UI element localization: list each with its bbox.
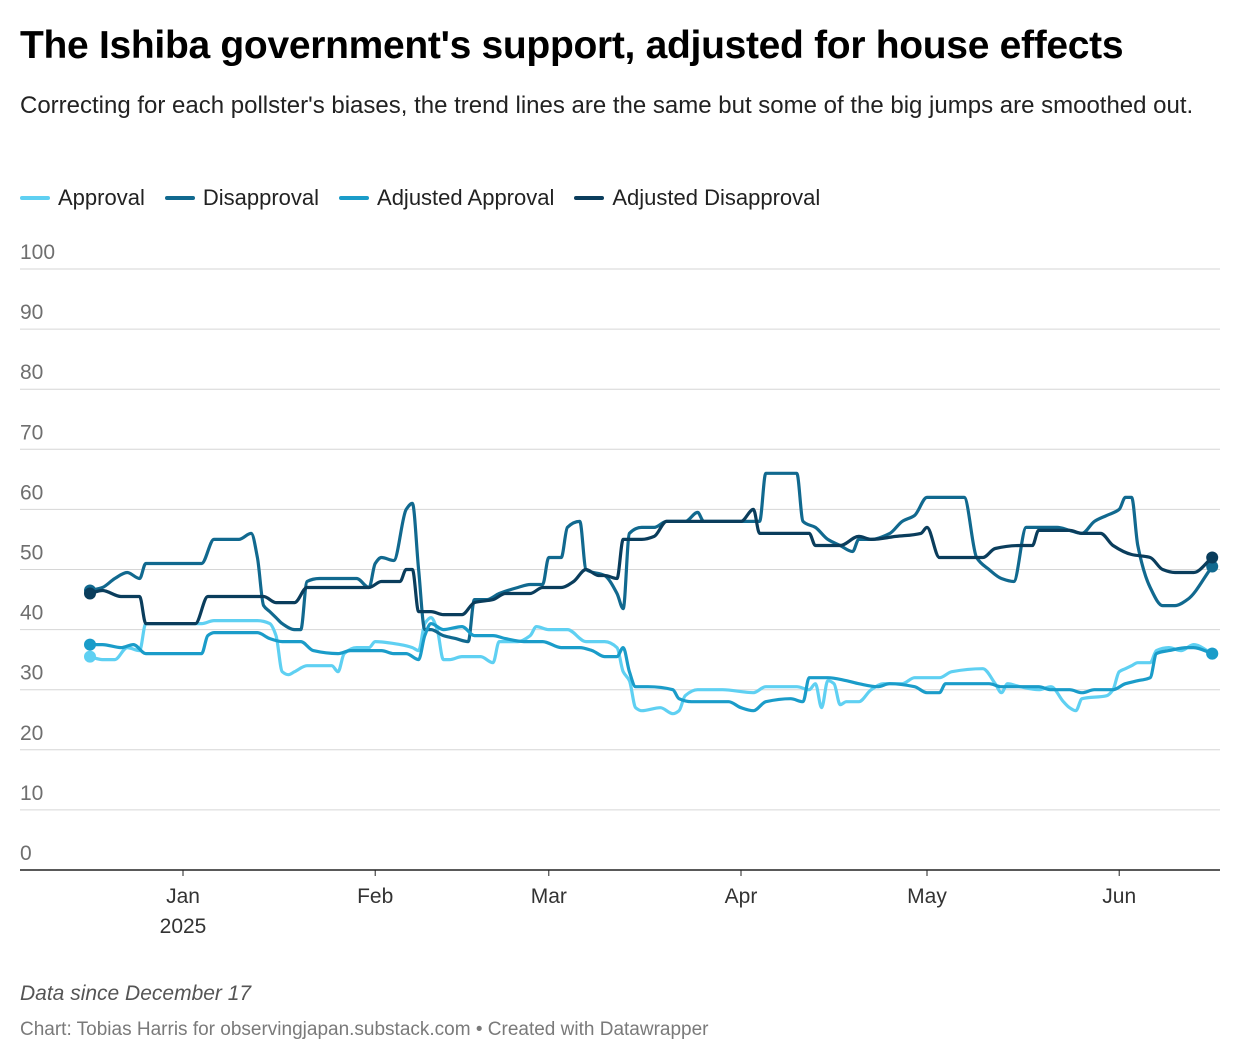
legend-item-disapproval: Disapproval	[164, 185, 320, 211]
chart-credit: Chart: Tobias Harris for observingjapan.…	[20, 1019, 709, 1040]
x-tick-label: Jun	[1102, 885, 1136, 908]
legend-label-disapproval: Disapproval	[202, 185, 320, 210]
y-tick-label: 30	[20, 662, 43, 685]
x-tick-label: Apr	[725, 885, 758, 908]
chart-title: The Ishiba government's support, adjuste…	[20, 24, 1124, 67]
legend-label-approval: Approval	[58, 185, 145, 210]
y-tick-label: 20	[20, 722, 43, 745]
series-line-approval	[88, 616, 1214, 716]
y-tick-label: 60	[20, 481, 43, 504]
legend-item-approval: Approval	[20, 185, 145, 211]
x-axis: Jan 2025 Feb Mar Apr May Jun	[20, 869, 1220, 938]
series-start-marker-adjusted-approval	[84, 638, 96, 651]
x-tick-label: Feb	[357, 885, 393, 908]
series-line-adjusted-approval	[88, 622, 1214, 713]
y-tick-label: 40	[20, 602, 43, 625]
y-tick-label: 80	[20, 361, 43, 384]
y-tick-label: 70	[20, 421, 43, 444]
series-end-marker-disapproval	[1206, 560, 1219, 573]
series-end-marker-adjusted-approval	[1206, 647, 1219, 660]
y-tick-label: 90	[20, 301, 43, 324]
legend-item-adjusted-approval: Adjusted Approval	[339, 185, 554, 211]
series-end-marker-adjusted-disapproval	[1206, 551, 1219, 564]
series-line-disapproval	[88, 471, 1214, 644]
x-tick-sublabel: 2025	[160, 915, 207, 938]
x-tick-label: Jan	[166, 885, 200, 908]
series-start-marker-adjusted-disapproval	[84, 587, 96, 600]
legend-swatch-adjusted-approval	[339, 196, 370, 200]
y-tick-label: 100	[20, 241, 55, 264]
legend-item-adjusted-disapproval: Adjusted Disapproval	[574, 185, 820, 211]
series-start-marker-approval	[84, 650, 96, 663]
chart-note: Data since December 17	[20, 982, 252, 1005]
legend-swatch-disapproval	[164, 196, 195, 200]
y-tick-label: 10	[20, 782, 43, 805]
series-layer	[84, 471, 1219, 716]
y-tick-label: 0	[20, 842, 32, 865]
x-tick-label: Mar	[531, 885, 567, 908]
y-tick-label: 50	[20, 542, 43, 565]
chart-subtitle: Correcting for each pollster's biases, t…	[20, 92, 1194, 119]
chart-legend: Approval Disapproval Adjusted Approval A…	[20, 183, 840, 213]
legend-label-adjusted-disapproval: Adjusted Disapproval	[612, 185, 821, 210]
legend-swatch-adjusted-disapproval	[574, 196, 605, 200]
legend-label-adjusted-approval: Adjusted Approval	[377, 185, 555, 210]
series-line-adjusted-disapproval	[88, 507, 1214, 626]
x-tick-label: May	[907, 885, 947, 908]
legend-swatch-approval	[20, 196, 50, 200]
